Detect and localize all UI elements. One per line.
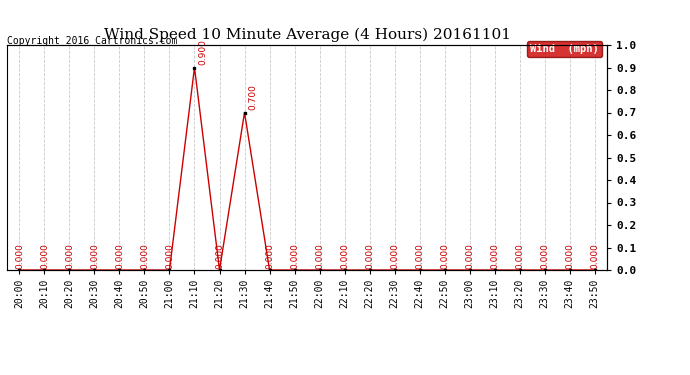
Text: 0.000: 0.000	[440, 243, 449, 269]
Text: 0.900: 0.900	[198, 39, 207, 65]
Text: 0.000: 0.000	[115, 243, 124, 269]
Text: 0.000: 0.000	[415, 243, 424, 269]
Text: 0.000: 0.000	[465, 243, 474, 269]
Text: 0.000: 0.000	[290, 243, 299, 269]
Text: 0.000: 0.000	[40, 243, 49, 269]
Text: 0.000: 0.000	[140, 243, 149, 269]
Text: 0.000: 0.000	[390, 243, 399, 269]
Title: Wind Speed 10 Minute Average (4 Hours) 20161101: Wind Speed 10 Minute Average (4 Hours) 2…	[104, 28, 511, 42]
Text: 0.700: 0.700	[248, 84, 257, 110]
Text: Copyright 2016 Cartronics.com: Copyright 2016 Cartronics.com	[7, 36, 177, 46]
Text: 0.000: 0.000	[515, 243, 524, 269]
Text: 0.000: 0.000	[165, 243, 174, 269]
Text: 0.000: 0.000	[490, 243, 499, 269]
Text: 0.000: 0.000	[340, 243, 349, 269]
Text: 0.000: 0.000	[365, 243, 374, 269]
Legend: Wind  (mph): Wind (mph)	[527, 41, 602, 57]
Text: 0.000: 0.000	[15, 243, 24, 269]
Text: 0.000: 0.000	[90, 243, 99, 269]
Text: 0.000: 0.000	[265, 243, 274, 269]
Text: 0.000: 0.000	[590, 243, 599, 269]
Text: 0.000: 0.000	[215, 243, 224, 269]
Text: 0.000: 0.000	[315, 243, 324, 269]
Text: 0.000: 0.000	[65, 243, 74, 269]
Text: 0.000: 0.000	[540, 243, 549, 269]
Text: 0.000: 0.000	[565, 243, 574, 269]
